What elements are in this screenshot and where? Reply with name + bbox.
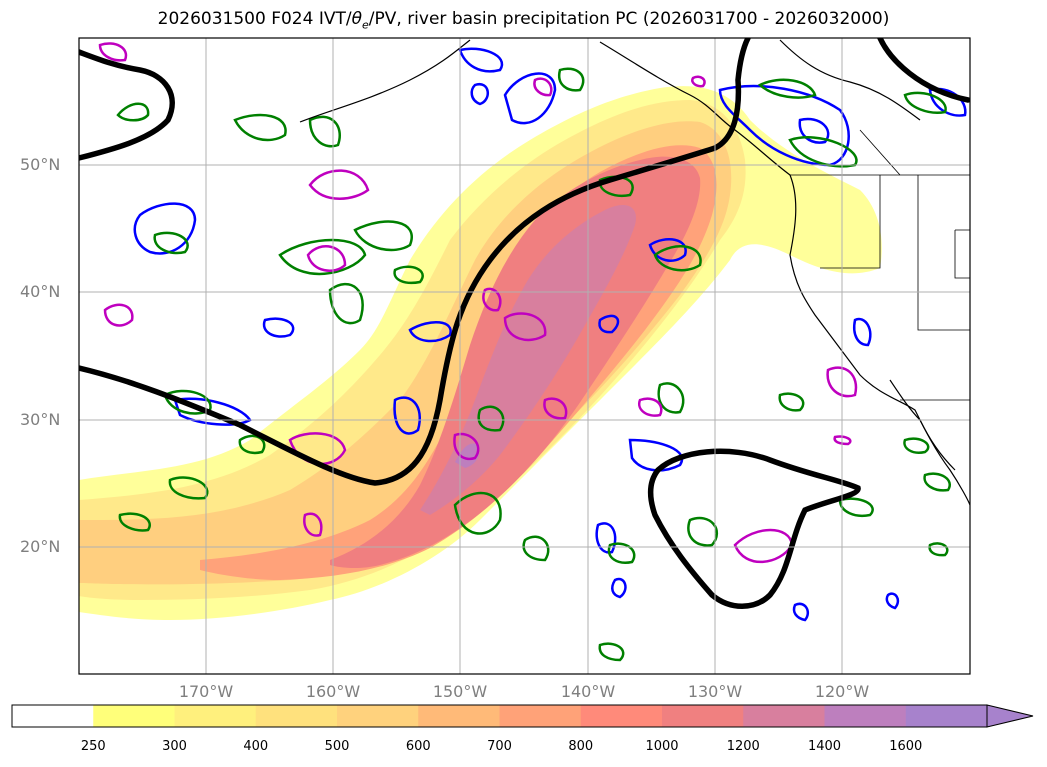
colorbar-segment	[174, 705, 257, 727]
colorbar-segment	[824, 705, 907, 727]
lon-label-160w: 160°W	[305, 682, 361, 701]
colorbar-segment	[12, 705, 94, 727]
lon-label-120w: 120°W	[814, 682, 870, 701]
colorbar-tick-label: 250	[80, 739, 106, 754]
colorbar-tick-label: 1000	[645, 739, 679, 754]
lon-label-170w: 170°W	[178, 682, 234, 701]
colorbar-tick-label: 1600	[889, 739, 923, 754]
colorbar-tick-label: 500	[324, 739, 350, 754]
plot-title: 2026031500 F024 IVT/θe/PV, river basin p…	[157, 9, 890, 32]
colorbar-extend-arrow	[986, 704, 1034, 728]
theta-e-contours	[79, 38, 970, 609]
lat-label-50: 50°N	[20, 155, 61, 174]
colorbar-segment	[743, 705, 825, 727]
ivt-band-1400	[455, 443, 480, 468]
lat-label-40: 40°N	[20, 282, 61, 301]
colorbar-tick-label: 1200	[726, 739, 760, 754]
gridlines	[79, 38, 970, 674]
colorbar-tick-label: 300	[162, 739, 187, 754]
borders	[790, 129, 970, 401]
colorbar-tick-label: 800	[568, 739, 594, 754]
colorbar-tick-label: 400	[243, 739, 269, 754]
colorbar-segment	[580, 705, 663, 727]
colorbar-segment	[255, 705, 338, 727]
colorbar-tick-label: 1400	[807, 739, 842, 754]
colorbar-segment	[905, 705, 988, 727]
colorbar-segment	[93, 705, 175, 727]
lon-label-130w: 130°W	[687, 682, 743, 701]
colorbar-segment	[418, 705, 500, 727]
colorbar	[11, 704, 1034, 728]
lat-label-20: 20°N	[20, 537, 61, 556]
pv-contours-green	[116, 67, 951, 662]
colorbar-segment	[337, 705, 419, 727]
map-frame	[78, 37, 971, 675]
colorbar-segment	[662, 705, 744, 727]
colorbar-segment	[499, 705, 582, 727]
ivt-band-1200	[420, 205, 636, 515]
colorbar-tick-label: 700	[487, 739, 512, 754]
ivt-shading	[79, 38, 970, 662]
colorbar-tick-label: 600	[405, 739, 431, 754]
lat-label-30: 30°N	[20, 410, 61, 429]
colorbar-frame	[11, 704, 988, 728]
lon-label-140w: 140°W	[560, 682, 616, 701]
pv-contours-blue	[133, 47, 967, 622]
lon-label-150w: 150°W	[432, 682, 488, 701]
